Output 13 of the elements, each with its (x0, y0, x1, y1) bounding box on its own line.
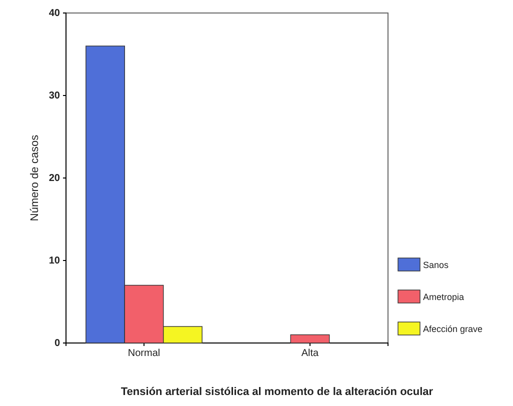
bar (290, 334, 330, 344)
y-tick-label: 40 (48, 8, 60, 20)
y-tick-label: 30 (48, 90, 60, 102)
x-tick-label: Alta (301, 348, 320, 360)
y-tick-label: 10 (48, 256, 60, 267)
y-tick-label: 0 (54, 338, 60, 350)
y-axis-title: Número de casos (29, 134, 41, 222)
x-axis-title: Tensión arterial sistólica al momento de la alteración ocular (120, 386, 434, 398)
y-tick-label: 20 (48, 173, 60, 184)
legend-label: Ametropia (423, 292, 464, 302)
legend-label: Afección grave (423, 324, 483, 334)
x-tick-label: Normal (128, 348, 160, 360)
legend-label: Sanos (423, 260, 450, 270)
